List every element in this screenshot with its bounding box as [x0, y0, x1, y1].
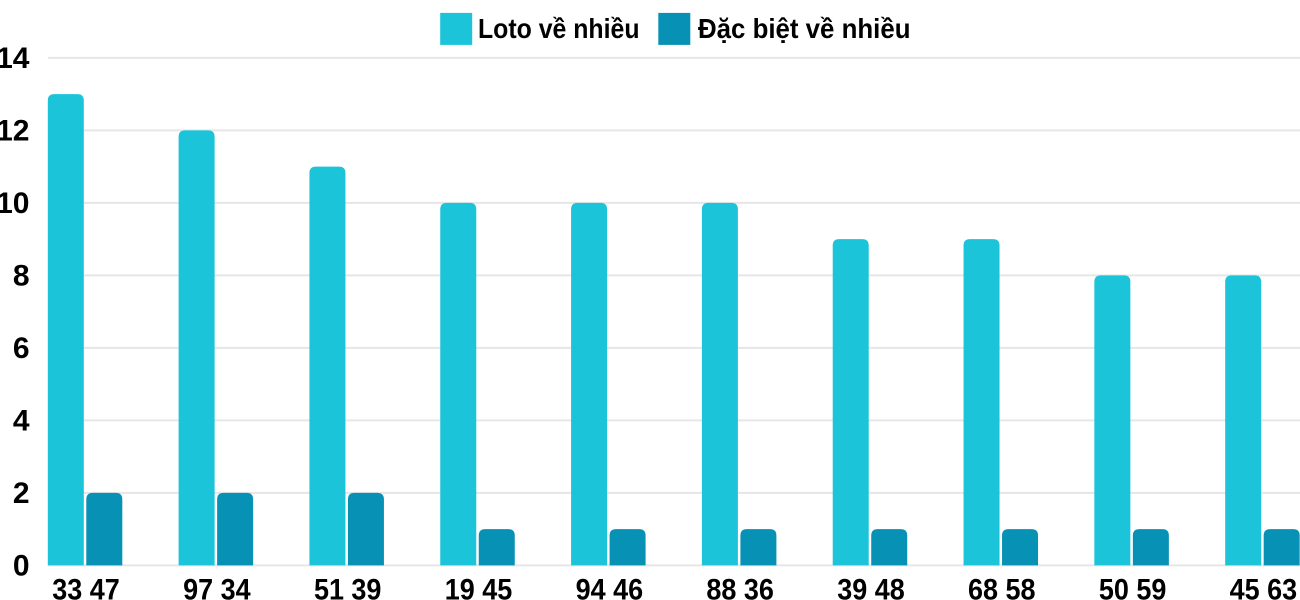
svg-text:14: 14: [0, 42, 30, 75]
svg-text:51 39: 51 39: [314, 573, 382, 600]
svg-text:4: 4: [13, 405, 30, 438]
svg-text:33 47: 33 47: [52, 573, 120, 600]
svg-text:10: 10: [0, 187, 30, 220]
svg-text:Đặc biệt về nhiều: Đặc biệt về nhiều: [698, 13, 911, 44]
svg-text:Loto về nhiều: Loto về nhiều: [478, 13, 640, 44]
svg-text:50 59: 50 59: [1099, 573, 1167, 600]
svg-text:97 34: 97 34: [183, 573, 251, 600]
svg-text:94 46: 94 46: [576, 573, 644, 600]
svg-text:39 48: 39 48: [837, 573, 905, 600]
svg-text:19 45: 19 45: [445, 573, 513, 600]
svg-text:12: 12: [0, 115, 30, 148]
svg-text:6: 6: [13, 332, 30, 365]
svg-text:8: 8: [13, 260, 30, 293]
svg-text:88 36: 88 36: [706, 573, 774, 600]
svg-text:2: 2: [13, 477, 30, 510]
svg-text:45 63: 45 63: [1230, 573, 1298, 600]
svg-text:0: 0: [13, 550, 30, 583]
svg-text:68 58: 68 58: [968, 573, 1036, 600]
